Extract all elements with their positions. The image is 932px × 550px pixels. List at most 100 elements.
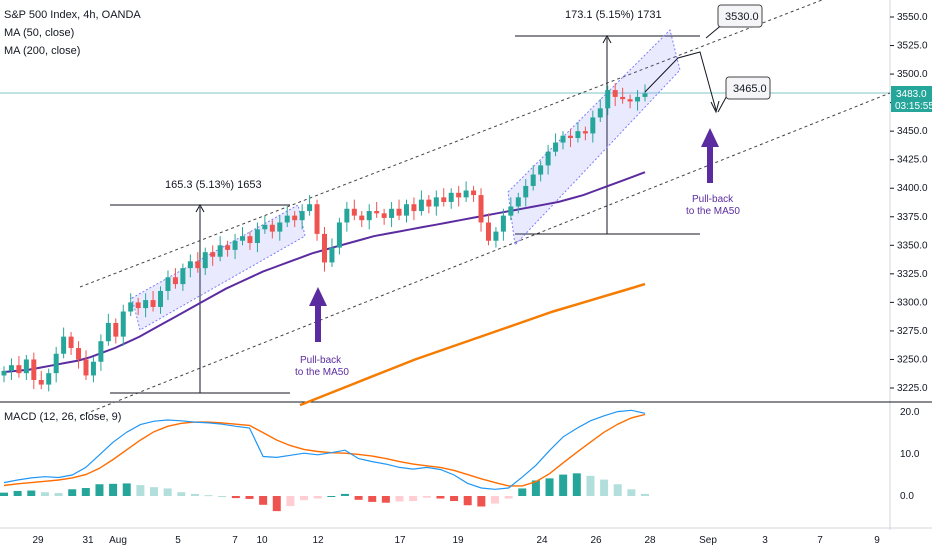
ma200-line[interactable] — [299, 282, 646, 407]
ma50-legend[interactable]: MA (50, close) — [4, 27, 75, 39]
candle-body[interactable] — [210, 252, 216, 257]
price-axis[interactable]: 3225.0 3250.0 3275.0 3300.0 3325.0 3350.0 3375… — [890, 12, 928, 394]
candle-body[interactable] — [426, 199, 432, 207]
candle-body[interactable] — [172, 277, 178, 285]
candle-body[interactable] — [120, 311, 126, 337]
symbol-title[interactable]: S&P 500 Index, 4h, OANDA — [4, 9, 141, 21]
candle-body[interactable] — [627, 99, 633, 102]
candle-body[interactable] — [1, 370, 7, 376]
pullback-arrow-2[interactable] — [701, 128, 719, 183]
candle-body[interactable] — [403, 204, 409, 216]
candle-body[interactable] — [351, 208, 357, 216]
candle-body[interactable] — [240, 236, 246, 241]
candle-body[interactable] — [336, 222, 342, 248]
candle-body[interactable] — [493, 231, 499, 241]
macd-axis[interactable]: 0.0 10.0 20.0 — [900, 407, 920, 502]
candle-body[interactable] — [553, 142, 559, 152]
candle-body[interactable] — [307, 204, 313, 212]
candle-body[interactable] — [46, 373, 52, 385]
candle-body[interactable] — [232, 240, 238, 250]
candle-body[interactable] — [247, 236, 253, 244]
candle-body[interactable] — [31, 359, 37, 381]
candle-body[interactable] — [530, 174, 536, 186]
candle-body[interactable] — [180, 268, 186, 285]
channel-lower-line[interactable] — [79, 92, 891, 417]
macd-line[interactable] — [3, 409, 646, 490]
candle-body[interactable] — [590, 117, 596, 134]
parallel-channel-1[interactable] — [131, 204, 306, 331]
candle-body[interactable] — [411, 204, 417, 212]
candle-body[interactable] — [98, 341, 104, 362]
candle-body[interactable] — [269, 224, 275, 232]
candle-body[interactable] — [612, 90, 618, 97]
candle-body[interactable] — [113, 322, 119, 337]
macd-title[interactable]: MACD (12, 26, close, 9) — [4, 411, 122, 423]
candle-body[interactable] — [605, 90, 611, 109]
candle-body[interactable] — [508, 206, 514, 216]
parallel-channel-2[interactable] — [507, 29, 681, 247]
candle-body[interactable] — [314, 204, 320, 234]
candle-body[interactable] — [187, 261, 193, 269]
candle-body[interactable] — [433, 197, 439, 207]
candle-body[interactable] — [575, 131, 581, 139]
candle-body[interactable] — [418, 199, 424, 212]
candle-body[interactable] — [485, 222, 491, 241]
candle-body[interactable] — [83, 359, 89, 376]
pullback-arrow-1[interactable] — [309, 287, 327, 342]
candlesticks[interactable] — [1, 83, 648, 392]
candle-body[interactable] — [463, 190, 469, 198]
callout-3465[interactable]: 3465.0 — [725, 76, 771, 100]
candle-body[interactable] — [105, 322, 111, 342]
candle-body[interactable] — [366, 211, 372, 221]
candle-body[interactable] — [68, 336, 74, 349]
candle-body[interactable] — [344, 208, 350, 223]
range-measure-1[interactable] — [110, 203, 290, 394]
candle-body[interactable] — [635, 96, 641, 102]
candle-body[interactable] — [90, 361, 96, 376]
candle-body[interactable] — [322, 233, 327, 263]
time-axis[interactable]: 29 31 Aug 5 7 10 12 17 19 24 26 28 Sep 3 7 9 — [32, 535, 880, 546]
candle-body[interactable] — [150, 300, 156, 307]
candle-body[interactable] — [8, 365, 14, 371]
candle-body[interactable] — [396, 208, 402, 216]
candle-body[interactable] — [478, 195, 484, 223]
candle-body[interactable] — [217, 245, 223, 257]
candle-body[interactable] — [515, 197, 521, 207]
candle-body[interactable] — [202, 252, 208, 269]
candle-body[interactable] — [560, 135, 566, 143]
candle-body[interactable] — [143, 300, 149, 309]
candle-body[interactable] — [329, 247, 335, 263]
candle-body[interactable] — [597, 108, 603, 118]
candle-body[interactable] — [158, 290, 164, 307]
candle-body[interactable] — [299, 211, 305, 221]
range-measure-2[interactable] — [515, 34, 700, 235]
projection-path[interactable] — [644, 51, 717, 111]
candle-body[interactable] — [262, 224, 268, 230]
candle-body[interactable] — [567, 135, 573, 139]
candle-body[interactable] — [523, 185, 529, 198]
callout-3530[interactable]: 3530.0 — [717, 4, 763, 28]
candle-body[interactable] — [582, 131, 588, 134]
candle-body[interactable] — [642, 93, 648, 97]
candle-body[interactable] — [76, 348, 82, 360]
candle-body[interactable] — [254, 229, 260, 244]
candle-body[interactable] — [389, 208, 395, 218]
channel-upper-line[interactable] — [79, 0, 823, 288]
candle-body[interactable] — [195, 261, 201, 269]
candle-body[interactable] — [500, 215, 506, 232]
candle-body[interactable] — [284, 215, 290, 223]
candle-body[interactable] — [165, 277, 171, 291]
candle-body[interactable] — [23, 359, 29, 374]
candle-body[interactable] — [471, 190, 477, 196]
candle-body[interactable] — [448, 192, 454, 202]
candle-body[interactable] — [128, 302, 134, 312]
candle-body[interactable] — [545, 151, 551, 166]
candle-body[interactable] — [292, 215, 298, 221]
candle-body[interactable] — [381, 213, 387, 218]
candle-body[interactable] — [53, 353, 59, 374]
macd-histogram[interactable] — [0, 473, 649, 512]
candle-body[interactable] — [16, 365, 22, 374]
candle-body[interactable] — [374, 211, 380, 214]
candle-body[interactable] — [359, 215, 365, 221]
